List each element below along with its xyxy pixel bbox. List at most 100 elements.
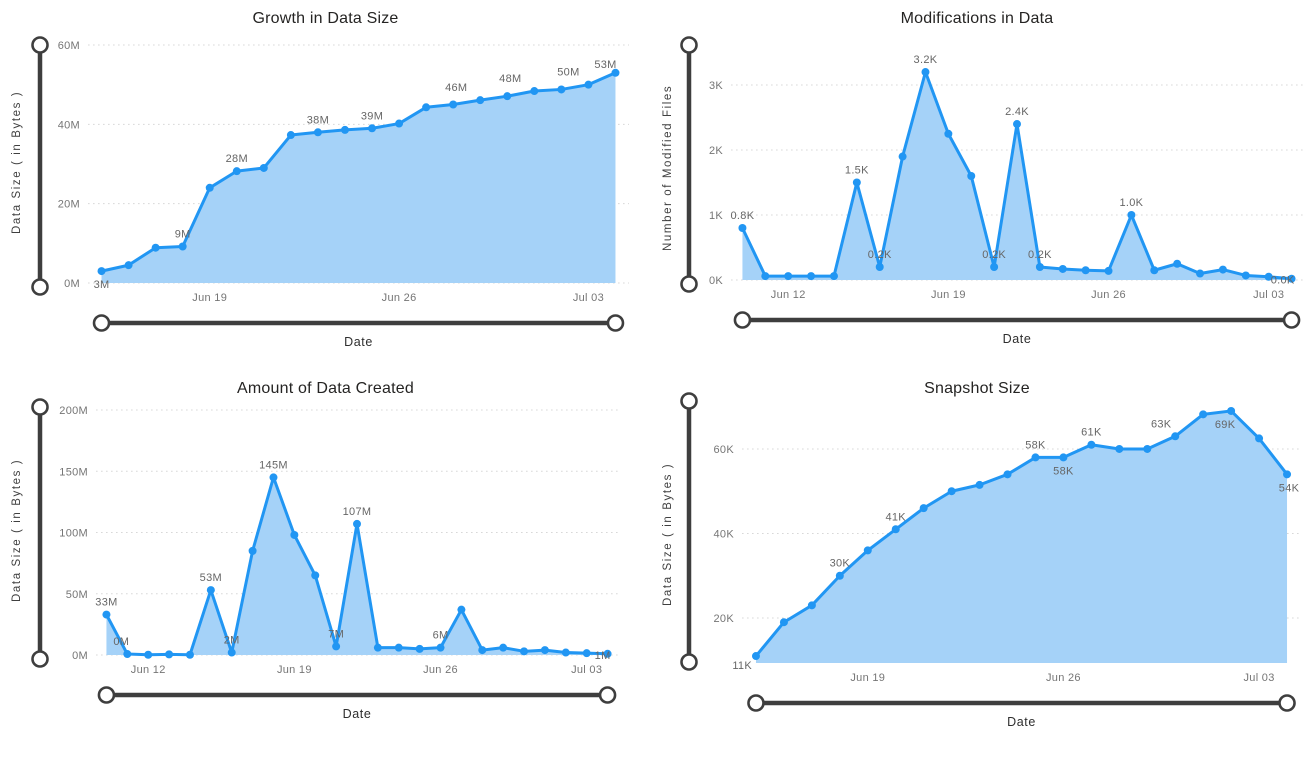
data-point[interactable] (1127, 211, 1136, 220)
data-point[interactable] (891, 525, 900, 534)
x-range-slider-handle-right[interactable] (1278, 694, 1296, 712)
data-point[interactable] (1059, 453, 1068, 462)
data-point[interactable] (944, 129, 953, 138)
data-point[interactable] (185, 650, 194, 659)
data-point[interactable] (476, 96, 485, 105)
data-point[interactable] (290, 530, 299, 539)
data-point[interactable] (97, 267, 106, 276)
data-point[interactable] (232, 167, 241, 176)
data-point[interactable] (582, 649, 591, 658)
data-point[interactable] (947, 487, 956, 496)
data-point[interactable] (206, 586, 215, 595)
data-point[interactable] (738, 224, 747, 233)
data-point[interactable] (436, 643, 445, 652)
data-point[interactable] (530, 87, 539, 96)
data-point[interactable] (269, 473, 278, 482)
x-range-slider-handle-left[interactable] (733, 311, 752, 329)
data-point[interactable] (875, 263, 884, 272)
data-point[interactable] (561, 648, 570, 657)
data-point[interactable] (311, 571, 320, 580)
data-point[interactable] (1035, 263, 1044, 272)
data-point[interactable] (829, 272, 838, 281)
data-point[interactable] (1196, 269, 1205, 278)
data-point[interactable] (144, 650, 153, 659)
data-point[interactable] (1173, 259, 1182, 268)
data-point[interactable] (1199, 410, 1208, 419)
data-point[interactable] (178, 242, 187, 251)
data-point[interactable] (1115, 444, 1124, 453)
data-point[interactable] (457, 605, 466, 614)
data-point[interactable] (1218, 265, 1227, 274)
data-point[interactable] (835, 571, 844, 580)
data-point[interactable] (313, 128, 322, 137)
data-point[interactable] (340, 125, 349, 134)
data-point[interactable] (395, 119, 404, 128)
data-point[interactable] (919, 504, 928, 513)
x-range-slider-handle-right[interactable] (606, 314, 625, 332)
data-point[interactable] (1013, 120, 1021, 129)
data-point[interactable] (990, 263, 999, 272)
data-point[interactable] (975, 480, 984, 489)
data-point[interactable] (394, 643, 403, 652)
data-point[interactable] (784, 272, 793, 281)
data-point[interactable] (332, 642, 341, 651)
data-point[interactable] (415, 644, 424, 653)
data-point[interactable] (611, 68, 620, 77)
data-point[interactable] (227, 648, 236, 657)
y-range-slider-handle-bottom[interactable] (31, 278, 49, 296)
data-point[interactable] (761, 272, 770, 281)
data-point[interactable] (1143, 444, 1152, 453)
y-range-slider-handle-bottom[interactable] (680, 653, 698, 671)
data-point[interactable] (353, 519, 361, 528)
y-range-slider-handle-top[interactable] (31, 398, 49, 416)
data-point[interactable] (1031, 453, 1040, 462)
data-point[interactable] (368, 124, 377, 133)
data-point[interactable] (449, 100, 458, 109)
data-point[interactable] (1104, 266, 1113, 275)
data-point[interactable] (807, 272, 816, 281)
data-point[interactable] (1227, 406, 1236, 415)
data-point[interactable] (967, 172, 976, 181)
y-range-slider-handle-bottom[interactable] (31, 650, 49, 668)
data-point[interactable] (1241, 271, 1250, 280)
data-point[interactable] (1283, 470, 1292, 479)
data-point[interactable] (503, 92, 512, 101)
data-point[interactable] (863, 546, 872, 555)
y-range-slider-handle-top[interactable] (31, 36, 49, 54)
data-point[interactable] (603, 649, 612, 658)
data-point[interactable] (205, 183, 214, 192)
data-point[interactable] (557, 85, 566, 94)
x-range-slider-handle-left[interactable] (97, 686, 116, 704)
x-range-slider-handle-left[interactable] (747, 694, 765, 712)
data-point[interactable] (123, 650, 132, 659)
data-point[interactable] (102, 610, 111, 619)
x-range-slider-handle-right[interactable] (1282, 311, 1301, 329)
data-point[interactable] (1003, 470, 1012, 479)
data-point[interactable] (165, 650, 174, 659)
data-point[interactable] (1058, 264, 1067, 273)
data-point[interactable] (1255, 434, 1264, 443)
data-point[interactable] (1264, 272, 1273, 281)
data-point[interactable] (584, 80, 593, 89)
data-point[interactable] (124, 261, 133, 270)
y-range-slider-handle-bottom[interactable] (680, 275, 698, 293)
data-point[interactable] (1087, 440, 1096, 449)
data-point[interactable] (751, 652, 760, 661)
data-point[interactable] (520, 647, 529, 656)
data-point[interactable] (1081, 266, 1090, 275)
data-point[interactable] (807, 601, 816, 610)
data-point[interactable] (1287, 274, 1296, 283)
data-point[interactable] (286, 131, 295, 140)
data-point[interactable] (921, 68, 930, 77)
y-range-slider-handle-top[interactable] (680, 36, 698, 54)
data-point[interactable] (151, 243, 160, 252)
data-point[interactable] (779, 618, 788, 627)
data-point[interactable] (478, 646, 487, 655)
data-point[interactable] (1150, 266, 1159, 275)
data-point[interactable] (422, 103, 431, 112)
y-range-slider-handle-top[interactable] (680, 392, 698, 410)
data-point[interactable] (259, 163, 268, 172)
data-point[interactable] (248, 546, 257, 555)
data-point[interactable] (499, 643, 508, 652)
x-range-slider-handle-right[interactable] (598, 686, 617, 704)
